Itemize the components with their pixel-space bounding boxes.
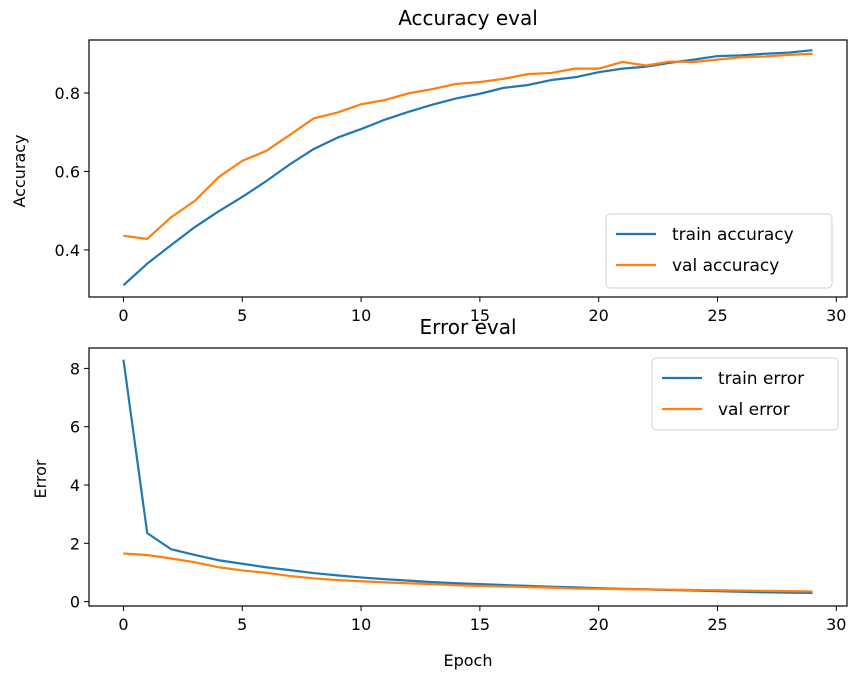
- legend: train accuracy val accuracy: [605, 213, 833, 289]
- chart-title: Error eval: [419, 315, 516, 339]
- x-tick-label: 0: [118, 615, 128, 634]
- y-tick-label: 0.4: [55, 241, 80, 260]
- y-tick-label: 6: [70, 418, 80, 437]
- x-tick-label: 10: [351, 615, 371, 634]
- x-tick-label: 25: [707, 615, 727, 634]
- y-tick-label: 8: [70, 359, 80, 378]
- y-tick-label: 0.8: [55, 84, 80, 103]
- axes-border: [88, 39, 848, 298]
- series-line-val-error: [123, 552, 813, 593]
- y-axis: 0.4 0.6 0.8: [55, 84, 89, 260]
- y-tick-label: 0: [70, 593, 80, 612]
- axes-frame: [88, 347, 848, 607]
- series-lines: [122, 359, 813, 594]
- legend: train error val error: [651, 357, 839, 431]
- x-tick-label: 30: [826, 306, 846, 325]
- error-chart: 0 5 10 15 20 25 30 0 2 4 6 8 Error Epoch train err…: [31, 315, 848, 670]
- x-axis: 0 5 10 15 20 25 30: [118, 297, 846, 325]
- x-tick-label: 5: [237, 615, 247, 634]
- x-tick-label: 15: [470, 615, 490, 634]
- x-axis: 0 5 10 15 20 25 30: [118, 606, 846, 634]
- x-tick-label: 20: [589, 615, 609, 634]
- legend-label: val error: [718, 400, 790, 420]
- axes-border: [88, 347, 848, 607]
- y-tick-label: 0.6: [55, 162, 80, 181]
- legend-label: train accuracy: [672, 225, 794, 245]
- x-tick-label: 15: [470, 306, 490, 325]
- x-tick-label: 20: [589, 306, 609, 325]
- chart-title: Accuracy eval: [398, 6, 538, 30]
- legend-box: [651, 357, 839, 431]
- legend-label: val accuracy: [672, 256, 779, 276]
- series-line-val-accuracy: [123, 52, 813, 241]
- y-axis-label: Error: [31, 459, 50, 498]
- legend-box: [605, 213, 833, 289]
- x-axis-label: Epoch: [444, 651, 493, 670]
- series-line-train-accuracy: [122, 49, 813, 287]
- legend-label: train error: [718, 369, 804, 389]
- y-tick-label: 4: [70, 476, 80, 495]
- x-tick-label: 10: [351, 306, 371, 325]
- x-tick-label: 25: [707, 306, 727, 325]
- accuracy-chart: Accuracy eval 0 5 10 15 20 25 30 0.4 0.6 0.8 Acc…: [10, 6, 848, 325]
- y-tick-label: 2: [70, 534, 80, 553]
- x-tick-label: 5: [237, 306, 247, 325]
- x-tick-label: 30: [826, 615, 846, 634]
- y-axis: 0 2 4 6 8: [70, 359, 89, 612]
- x-tick-label: 0: [118, 306, 128, 325]
- y-axis-label: Accuracy: [10, 134, 29, 207]
- series-lines: [122, 49, 813, 287]
- axes-frame: [88, 39, 848, 298]
